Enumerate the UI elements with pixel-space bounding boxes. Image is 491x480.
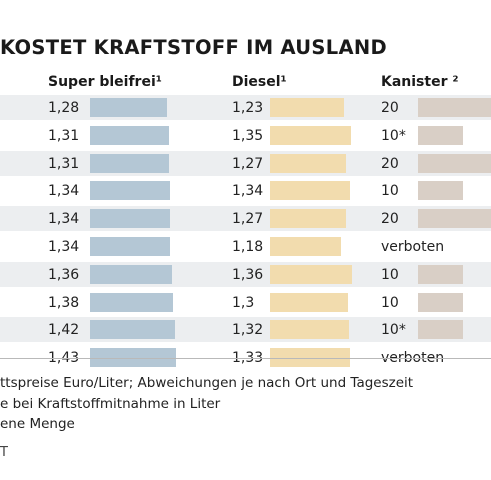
super-value: 1,38 [48, 294, 80, 311]
diesel-bar [270, 125, 351, 145]
kanister-value: 10 [381, 294, 399, 311]
diesel-bar [270, 181, 351, 201]
diesel-bar [270, 153, 347, 173]
diesel-value: 1,18 [232, 239, 264, 255]
column-header-kanister: Kanister ² [381, 74, 459, 90]
super-value: 1,36 [48, 266, 80, 283]
diesel-bar [270, 320, 350, 340]
super-bar [90, 264, 172, 284]
kanister-value: 20 [381, 100, 399, 116]
table-row: 1,38 1,3 10 [0, 290, 491, 315]
diesel-bar [270, 98, 344, 117]
kanister-value: 10* [381, 322, 406, 339]
kanister-bar [418, 209, 491, 229]
kanister-bar [418, 98, 491, 117]
super-bar [90, 209, 171, 229]
table-row: 1,31 1,35 10* [0, 123, 491, 148]
super-bar [90, 292, 173, 312]
super-value: 1,34 [48, 239, 80, 255]
kanister-value: 20 [381, 211, 399, 228]
super-value: 1,34 [48, 211, 80, 228]
super-value: 1,34 [48, 183, 80, 200]
diesel-value: 1,35 [232, 127, 264, 144]
footnote-2: e bei Kraftstoffmitnahme in Liter [0, 396, 221, 412]
super-bar [90, 181, 171, 201]
table-row: 1,34 1,34 10 [0, 178, 491, 203]
super-bar [90, 348, 176, 368]
super-bar [90, 320, 176, 340]
column-header-diesel: Diesel¹ [232, 74, 287, 90]
super-value: 1,31 [48, 127, 80, 144]
chart-title: KOSTET KRAFTSTOFF IM AUSLAND [0, 36, 388, 59]
diesel-bar [270, 348, 350, 368]
diesel-value: 1,27 [232, 211, 264, 228]
diesel-bar [270, 264, 352, 284]
table-row: 1,34 1,27 20 [0, 206, 491, 232]
diesel-bar [270, 209, 347, 229]
kanister-value: 10 [381, 266, 399, 283]
footnote-1: ttspreise Euro/Liter; Abweichungen je na… [0, 375, 414, 391]
kanister-bar [418, 264, 463, 284]
diesel-value: 1,32 [232, 322, 264, 339]
super-bar [90, 237, 171, 256]
diesel-bar [270, 292, 348, 312]
kanister-bar [418, 181, 463, 201]
kanister-bar [418, 125, 463, 145]
super-bar [90, 125, 169, 145]
super-value: 1,31 [48, 155, 80, 172]
table-row: 1,36 1,36 10 [0, 261, 491, 287]
diesel-value: 1,36 [232, 266, 264, 283]
diesel-value: 1,3 [232, 294, 255, 311]
kanister-value: verboten [381, 239, 445, 255]
diesel-value: 1,23 [232, 100, 264, 116]
super-bar [90, 153, 169, 173]
kanister-value: 10* [381, 127, 406, 144]
kanister-value: 10 [381, 183, 399, 200]
diesel-value: 1,27 [232, 155, 264, 172]
source-credit: T [0, 445, 8, 460]
super-value: 1,28 [48, 100, 80, 116]
super-value: 1,42 [48, 322, 80, 339]
table-row: 1,28 1,23 20 [0, 95, 491, 120]
table-row: 1,31 1,27 20 [0, 150, 491, 176]
kanister-bar [418, 153, 491, 173]
footer-divider [0, 358, 491, 359]
kanister-value: 20 [381, 155, 399, 172]
super-bar [90, 98, 167, 117]
diesel-value: 1,34 [232, 183, 264, 200]
diesel-bar [270, 237, 341, 256]
table-row: 1,42 1,32 10* [0, 317, 491, 343]
kanister-bar [418, 292, 463, 312]
table-row: 1,34 1,18 verboten [0, 234, 491, 259]
kanister-bar [418, 320, 463, 340]
footnote-3: ene Menge [0, 416, 75, 432]
column-header-super: Super bleifrei¹ [48, 74, 162, 90]
table-row: 1,43 1,33 verboten [0, 345, 491, 370]
